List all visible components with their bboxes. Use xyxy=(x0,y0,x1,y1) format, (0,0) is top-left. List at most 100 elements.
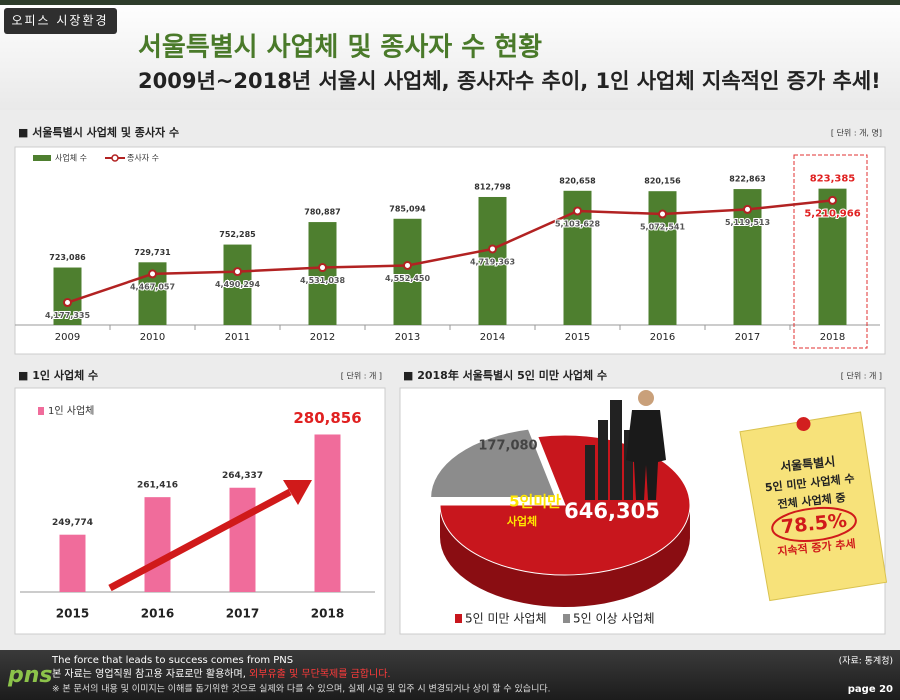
data-label: 4,719,363 xyxy=(470,257,515,266)
data-label: 261,416 xyxy=(137,481,178,491)
unit: [ 단위 : 개, 명] xyxy=(831,128,882,138)
legend-swatch xyxy=(38,407,44,415)
man-head xyxy=(638,390,654,406)
chart-title: ■ 1인 사업체 수 xyxy=(18,368,98,382)
x-tick-label: 2014 xyxy=(480,332,505,343)
highlight-box xyxy=(793,154,868,349)
bar xyxy=(314,434,341,592)
legend-label: 1인 사업체 xyxy=(48,404,94,417)
x-tick-label: 2013 xyxy=(395,332,420,343)
x-tick-label: 2017 xyxy=(735,332,760,343)
building xyxy=(610,400,622,500)
bar xyxy=(308,222,337,325)
bar xyxy=(818,188,847,325)
data-label: 4,177,335 xyxy=(45,311,90,320)
x-tick-label: 2015 xyxy=(565,332,590,343)
point xyxy=(743,204,752,214)
point xyxy=(573,206,582,216)
building xyxy=(585,445,595,500)
chart-title: ■ 서울특별시 사업체 및 종사자 수 xyxy=(18,125,179,139)
point xyxy=(658,209,667,219)
data-label: 752,285 xyxy=(219,230,256,239)
note-pin xyxy=(796,417,811,432)
note-circle xyxy=(771,506,857,542)
data-label: 823,385 xyxy=(810,174,856,185)
tag-bg xyxy=(4,8,117,34)
data-label: 729,731 xyxy=(134,248,171,257)
data-label: 5,210,966 xyxy=(804,208,860,219)
logo: pns xyxy=(7,663,53,688)
x-tick-label: 2017 xyxy=(226,607,259,621)
point xyxy=(318,263,327,273)
value-label: 177,080 xyxy=(478,439,537,454)
unit: [ 단위 : 개 ] xyxy=(841,371,882,381)
data-label: 264,337 xyxy=(222,471,263,481)
data-label: 820,658 xyxy=(559,176,596,185)
point xyxy=(148,269,157,279)
data-label: 4,531,038 xyxy=(300,276,345,285)
pie-side xyxy=(440,505,690,607)
point xyxy=(403,260,412,270)
data-label: 4,467,057 xyxy=(130,282,175,291)
header-bg xyxy=(0,0,900,110)
x-tick-label: 2015 xyxy=(56,607,89,621)
title: 서울특별시 사업체 및 종사자 수 현황 xyxy=(138,33,542,63)
top-stripe xyxy=(0,0,900,5)
x-tick-label: 2018 xyxy=(820,332,845,343)
legend-label: 종사자 수 xyxy=(127,154,159,163)
notice-text: 본 자료는 영업직원 참고용 자료로만 활용하며, xyxy=(52,667,249,680)
legend-swatch xyxy=(563,614,570,623)
x-tick-label: 2009 xyxy=(55,332,80,343)
value-label: 646,305 xyxy=(564,499,660,523)
point xyxy=(233,267,242,277)
source: (자료: 통계청) xyxy=(839,655,893,667)
bar xyxy=(53,267,82,325)
data-label: 780,887 xyxy=(304,208,340,217)
building xyxy=(598,420,608,500)
trend-arrow-head xyxy=(283,480,312,505)
data-label: 822,863 xyxy=(729,175,765,184)
data-label: 723,086 xyxy=(49,253,86,262)
pie-slice xyxy=(430,428,557,498)
data-label: 280,856 xyxy=(293,409,361,427)
tag: 오피스 시장환경 xyxy=(11,14,108,28)
bar xyxy=(393,218,422,325)
footer-bg xyxy=(0,650,900,700)
note-text: 서울특별시 xyxy=(779,453,835,474)
data-label: 4,490,294 xyxy=(215,280,260,289)
legend-swatch xyxy=(33,155,51,161)
unit: [ 단위 : 개 ] xyxy=(341,371,382,381)
line xyxy=(67,199,833,304)
data-label: 812,798 xyxy=(474,182,511,191)
slice-label: 사업체 xyxy=(507,514,537,528)
slogan: The force that leads to success comes fr… xyxy=(51,655,293,666)
bar xyxy=(223,244,252,325)
data-label: 5,072,541 xyxy=(640,223,685,232)
point xyxy=(828,195,837,205)
bar xyxy=(478,196,507,325)
data-label: 785,094 xyxy=(389,204,426,213)
warning: 외부유출 및 무단복제를 금합니다. xyxy=(249,668,391,680)
bar xyxy=(229,487,256,592)
data-label: 5,103,628 xyxy=(555,219,600,228)
bar xyxy=(144,497,171,592)
point xyxy=(63,298,72,308)
x-tick-label: 2018 xyxy=(311,607,344,621)
x-tick-label: 2016 xyxy=(141,607,174,621)
note-paper xyxy=(739,411,888,602)
page-number: page 20 xyxy=(848,684,893,695)
x-tick-label: 2016 xyxy=(650,332,675,343)
disclaimer: ※ 본 문서의 내용 및 이미지는 이해를 돕기위한 것으로 실제와 다를 수 … xyxy=(52,683,550,695)
building xyxy=(624,430,633,500)
notice: 본 자료는 영업직원 참고용 자료로만 활용하며, 외부유출 및 무단복제를 금… xyxy=(52,667,391,680)
man-body xyxy=(626,410,666,500)
x-tick-label: 2010 xyxy=(140,332,165,343)
x-tick-label: 2012 xyxy=(310,332,335,343)
bar xyxy=(59,534,86,592)
trend-arrow xyxy=(108,488,292,592)
data-label: 4,552,450 xyxy=(385,274,430,283)
slice-label: 5인미만 xyxy=(509,493,561,511)
